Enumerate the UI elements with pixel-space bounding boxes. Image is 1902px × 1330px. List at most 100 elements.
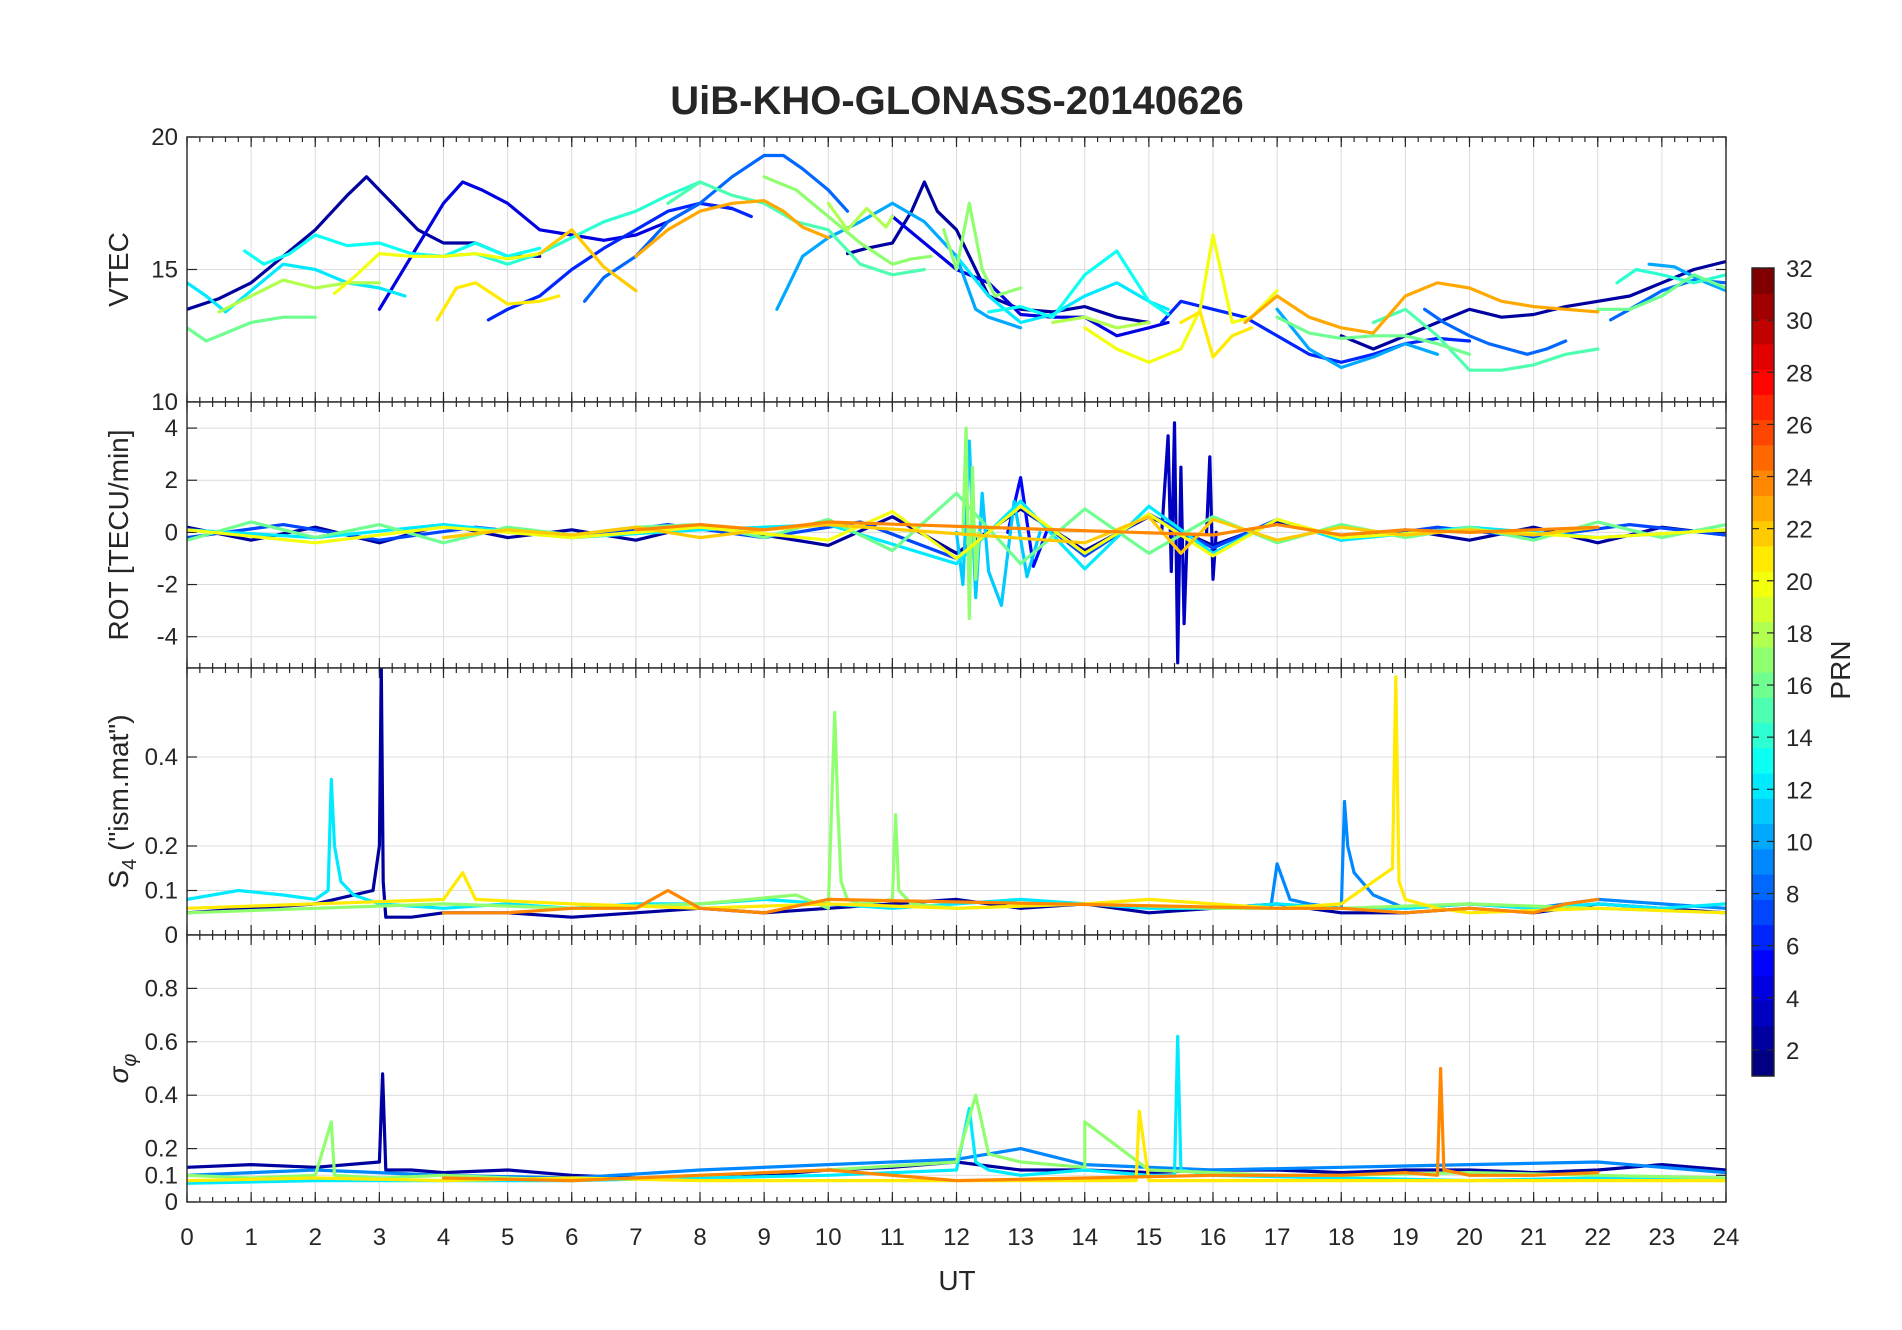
x-tick-label: 9 [757, 1224, 770, 1251]
y-tick-label: -2 [157, 572, 178, 599]
x-tick-label: 4 [437, 1224, 450, 1251]
y-tick-label: 0.1 [145, 878, 178, 905]
series-line-prn-10 [1275, 307, 1439, 370]
colorbar-tick-label: 24 [1786, 465, 1813, 492]
series-line-prn-13 [987, 249, 1170, 319]
x-axis: 0 1 2 3 4 5 6 7 8 9 10 11 12 13 14 15 16 17 18 19 20 21 22 23 24 [180, 1224, 1739, 1251]
series-line-prn-13 [243, 233, 542, 266]
x-tick-label: 12 [943, 1224, 970, 1251]
colorbar-swatch [1752, 1050, 1774, 1077]
x-tick-label: 18 [1328, 1224, 1355, 1251]
x-tick-label: 24 [1713, 1224, 1740, 1251]
colorbar-tick-label: 32 [1786, 256, 1813, 283]
x-tick-label: 7 [629, 1224, 642, 1251]
series-line-prn-16 [1275, 315, 1472, 356]
y-tick-label: 4 [165, 415, 178, 442]
series-line-prn-21 [1179, 310, 1254, 359]
colorbar-tick-label: 20 [1786, 569, 1813, 596]
y-tick-label: 20 [151, 124, 178, 151]
series-line-prn-22 [538, 228, 638, 293]
colorbar-swatch [1752, 798, 1774, 825]
panel-3: 0 0.1 0.2 0.4S4 ("ism.mat") [103, 667, 1727, 949]
colorbar-frame [1751, 267, 1775, 1077]
colorbar-swatch [1752, 318, 1774, 345]
colorbar-swatch [1752, 343, 1774, 370]
series-line-prn-23 [634, 199, 830, 258]
colorbar-tick-label: 16 [1786, 673, 1813, 700]
y-axis-title: ROT [TECU/min] [103, 429, 134, 640]
series-line-prn-17 [762, 175, 933, 266]
series-line-prn-21 [187, 675, 1726, 915]
series-line-prn-2 [845, 180, 1151, 325]
y-tick-label: 0.2 [145, 1136, 178, 1163]
colorbar-swatch [1752, 545, 1774, 572]
series-line-prn-12 [954, 254, 1170, 325]
x-tick-label: 1 [244, 1224, 257, 1251]
series-group [187, 153, 1726, 372]
x-tick-label: 21 [1520, 1224, 1547, 1251]
colorbar-swatch [1752, 596, 1774, 623]
series-line-prn-16 [1596, 273, 1726, 311]
panel-1: 10 15 20 VTEC [103, 124, 1727, 416]
colorbar-tick-label: 4 [1786, 986, 1799, 1013]
colorbar-swatch [1752, 773, 1774, 799]
series-line-prn-17 [942, 201, 1023, 298]
colorbar-tick-label: 10 [1786, 829, 1813, 856]
y-tick-label: 0.2 [145, 833, 178, 860]
colorbar-swatch [1752, 975, 1774, 1001]
colorbar-swatch [1752, 949, 1774, 976]
y-tick-label: 0 [165, 519, 178, 546]
colorbar-swatch [1752, 293, 1774, 320]
x-tick-label: 15 [1136, 1224, 1163, 1251]
panel-frame [186, 934, 1727, 1203]
y-tick-label: -4 [157, 624, 178, 651]
series-line-prn-23 [1243, 281, 1600, 335]
y-tick-label: 0.4 [145, 744, 178, 771]
colorbar-swatch [1752, 924, 1774, 951]
x-tick-label: 3 [373, 1224, 386, 1251]
colorbar-swatch [1752, 646, 1774, 673]
colorbar-tick-label: 30 [1786, 308, 1813, 335]
colorbar-tick-label: 28 [1786, 360, 1813, 387]
series-line-prn-15 [1371, 307, 1600, 372]
series-group [187, 421, 1726, 665]
series-line-prn-18 [826, 201, 894, 232]
colorbar-swatch [1752, 444, 1774, 471]
series-line-prn-12 [187, 262, 407, 314]
y-tick-label: 0.6 [145, 1029, 178, 1056]
series-line-prn-16 [187, 315, 317, 343]
series-group [187, 1034, 1726, 1185]
colorbar-swatch [1752, 470, 1774, 496]
x-tick-label: 13 [1007, 1224, 1034, 1251]
colorbar-swatch [1752, 419, 1774, 446]
colorbar-swatch [1752, 394, 1774, 421]
colorbar-swatch [1752, 268, 1774, 294]
series-line-prn-24 [441, 888, 1600, 915]
x-axis-title: UT [938, 1265, 975, 1296]
y-tick-label: 0 [165, 922, 178, 949]
panel-4: 00.10.2 0.4 0.6 0.8 σφ [103, 934, 1727, 1216]
colorbar-swatch [1752, 495, 1774, 522]
panel-2: -4 -2 0 2 4 ROT [TECU/min] [103, 401, 1727, 669]
x-tick-label: 17 [1264, 1224, 1291, 1251]
series-line-prn-24 [634, 520, 1600, 537]
series-line-prn-14 [441, 180, 702, 266]
series-line-prn-8 [583, 153, 850, 303]
colorbar-tick-label: 26 [1786, 412, 1813, 439]
colorbar-swatch [1752, 848, 1774, 875]
x-tick-label: 20 [1456, 1224, 1483, 1251]
y-tick-label: 10 [151, 389, 178, 416]
series-line-prn-20 [187, 504, 1726, 561]
colorbar-tick-label: 22 [1786, 517, 1813, 544]
colorbar-swatch [1752, 520, 1774, 547]
chart-title: UiB-KHO-GLONASS-20140626 [670, 79, 1244, 123]
y-axis-title: VTEC [103, 232, 134, 307]
colorbar-swatch [1752, 722, 1774, 749]
colorbar-swatch [1752, 571, 1774, 597]
colorbar-tick-label: 18 [1786, 621, 1813, 648]
y-axis-title: σφ [103, 1054, 141, 1084]
colorbar-tick-label: 14 [1786, 725, 1813, 752]
colorbar-swatch [1752, 1025, 1774, 1052]
colorbar-swatch [1752, 1000, 1774, 1027]
